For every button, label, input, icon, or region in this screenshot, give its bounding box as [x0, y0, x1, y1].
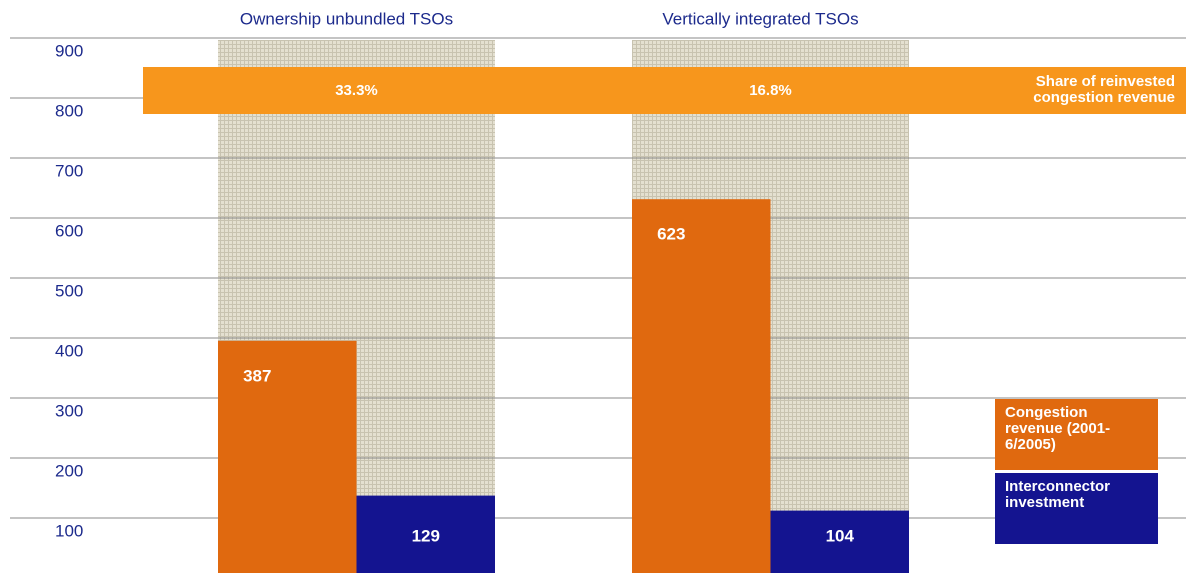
- y-tick-label: 500: [55, 281, 83, 300]
- y-tick-label: 800: [55, 101, 83, 120]
- y-tick-label: 400: [55, 341, 83, 360]
- category-label: Vertically integrated TSOs: [662, 9, 858, 28]
- legend-entry: Interconnector investment: [995, 473, 1158, 544]
- y-tick-label: 600: [55, 221, 83, 240]
- share-band: [143, 67, 1186, 114]
- share-value-label: 33.3%: [335, 82, 378, 99]
- bar-value-label: 387: [243, 366, 271, 385]
- bar-value-label: 623: [657, 225, 685, 244]
- category-label: Ownership unbundled TSOs: [240, 9, 453, 28]
- bar-value-label: 104: [826, 526, 855, 545]
- share-value-label: 16.8%: [749, 82, 792, 99]
- share-label: Share of reinvested congestion revenue: [1033, 73, 1175, 106]
- bar: [632, 199, 771, 573]
- legend-entry: Congestion revenue (2001-6/2005): [995, 399, 1158, 470]
- bar: [356, 495, 495, 573]
- bar: [770, 510, 909, 573]
- y-tick-label: 100: [55, 521, 83, 540]
- bar-value-label: 129: [412, 526, 440, 545]
- y-tick-label: 200: [55, 461, 83, 480]
- y-tick-label: 700: [55, 161, 83, 180]
- y-tick-label: 900: [55, 41, 83, 60]
- y-tick-label: 300: [55, 401, 83, 420]
- bar: [218, 340, 357, 573]
